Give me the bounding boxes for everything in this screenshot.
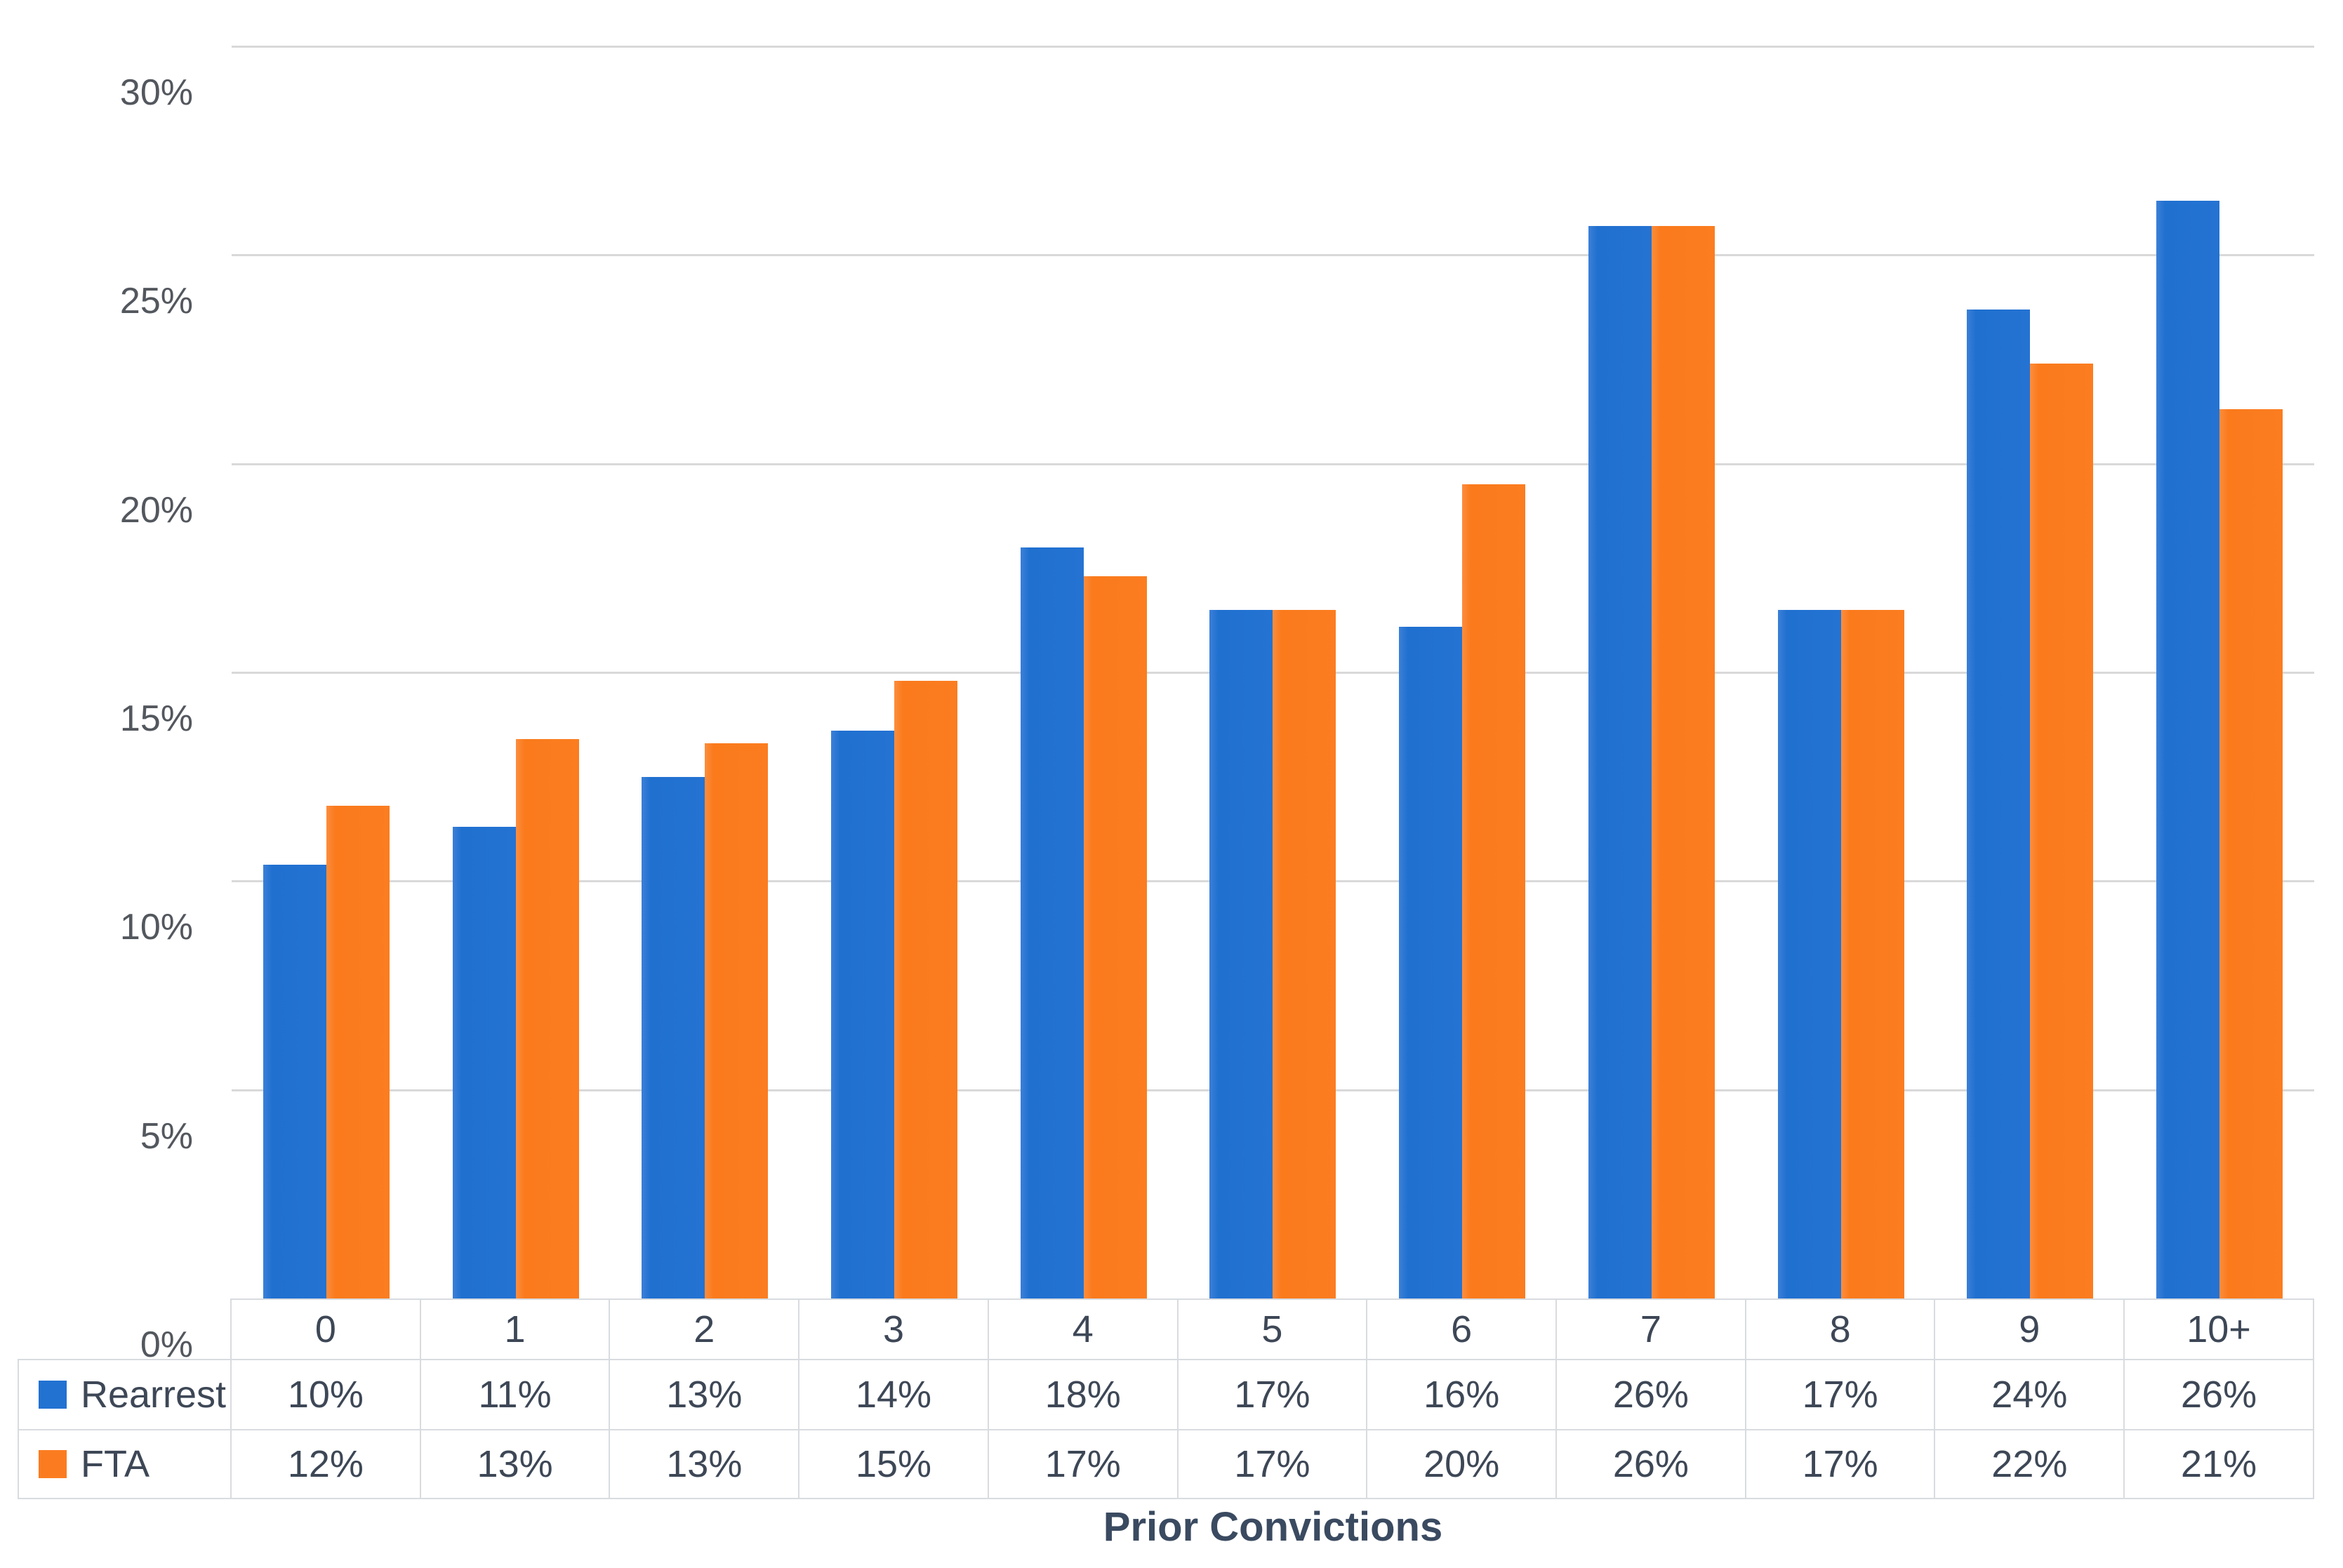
table-value-fta-7: 26% xyxy=(1557,1429,1746,1499)
category-group-6 xyxy=(1367,46,1557,1298)
table-value-rearrest-0: 10% xyxy=(232,1359,421,1429)
bar-rearrest-4 xyxy=(1020,547,1084,1298)
table-value-rearrest-1: 11% xyxy=(420,1359,611,1429)
category-header-6: 6 xyxy=(1367,1298,1558,1359)
plot-area: 0% 5% 10% 15% 20% 25% 30% xyxy=(120,46,2314,1365)
category-header-3: 3 xyxy=(799,1298,989,1359)
category-group-0 xyxy=(232,46,421,1298)
category-header-5: 5 xyxy=(1178,1298,1368,1359)
table-corner-cell xyxy=(18,1298,232,1359)
category-group-5 xyxy=(1179,46,1368,1298)
bar-rearrest-7 xyxy=(1588,225,1652,1298)
category-group-1 xyxy=(421,46,611,1298)
bar-fta-10+ xyxy=(2219,409,2283,1298)
category-group-9 xyxy=(1936,46,2125,1298)
bar-rearrest-10+ xyxy=(2156,201,2220,1298)
bar-rearrest-1 xyxy=(452,827,516,1298)
data-table: 0 1 2 3 4 5 6 7 8 9 10+ Rearrest 10% 11% 13% 14% 18% 17% 1… xyxy=(18,1298,2314,1499)
table-value-rearrest-4: 18% xyxy=(988,1359,1179,1429)
bar-fta-1 xyxy=(515,739,579,1298)
table-value-rearrest-9: 24% xyxy=(1935,1359,2125,1429)
legend-swatch-fta xyxy=(39,1450,67,1478)
y-tick-label-15: 15% xyxy=(119,698,193,739)
category-header-0: 0 xyxy=(232,1298,421,1359)
table-value-rearrest-10+: 26% xyxy=(2125,1359,2314,1429)
bar-rearrest-0 xyxy=(263,864,326,1298)
category-header-10+: 10+ xyxy=(2125,1298,2314,1359)
category-group-2 xyxy=(610,46,799,1298)
table-value-rearrest-5: 17% xyxy=(1178,1359,1368,1429)
y-tick-label-25: 25% xyxy=(119,281,193,322)
bar-fta-8 xyxy=(1840,609,1904,1298)
legend-swatch-rearrest xyxy=(39,1381,67,1409)
category-header-4: 4 xyxy=(988,1298,1179,1359)
table-value-fta-8: 17% xyxy=(1746,1429,1936,1499)
table-value-rearrest-6: 16% xyxy=(1367,1359,1558,1429)
y-tick-label-5: 5% xyxy=(140,1115,193,1157)
table-value-rearrest-3: 14% xyxy=(799,1359,989,1429)
x-axis-title: Prior Convictions xyxy=(1103,1504,1443,1550)
bar-fta-2 xyxy=(705,743,769,1298)
table-value-rearrest-2: 13% xyxy=(610,1359,800,1429)
category-group-4 xyxy=(989,46,1179,1298)
category-header-7: 7 xyxy=(1557,1298,1746,1359)
table-value-fta-2: 13% xyxy=(610,1429,800,1499)
table-value-rearrest-8: 17% xyxy=(1746,1359,1936,1429)
category-header-8: 8 xyxy=(1746,1298,1936,1359)
category-group-8 xyxy=(1746,46,1936,1298)
bar-fta-4 xyxy=(1083,576,1147,1298)
bar-rearrest-9 xyxy=(1967,309,2031,1298)
y-tick-label-30: 30% xyxy=(119,72,193,113)
table-value-fta-3: 15% xyxy=(799,1429,989,1499)
category-group-7 xyxy=(1557,46,1746,1298)
table-value-fta-0: 12% xyxy=(232,1429,421,1499)
category-header-1: 1 xyxy=(420,1298,611,1359)
bar-fta-7 xyxy=(1651,225,1715,1298)
bar-rearrest-8 xyxy=(1777,609,1841,1298)
bar-rearrest-6 xyxy=(1399,626,1463,1298)
bar-fta-0 xyxy=(326,806,390,1298)
table-value-fta-1: 13% xyxy=(420,1429,611,1499)
bar-rearrest-2 xyxy=(642,776,705,1298)
table-value-fta-6: 20% xyxy=(1367,1429,1558,1499)
legend-label-rearrest: Rearrest xyxy=(81,1374,227,1416)
gridline-20 xyxy=(232,463,2314,465)
bar-fta-5 xyxy=(1273,609,1336,1298)
gridline-25 xyxy=(232,254,2314,257)
y-tick-label-10: 10% xyxy=(119,907,193,948)
category-header-9: 9 xyxy=(1935,1298,2125,1359)
table-value-fta-9: 22% xyxy=(1935,1429,2125,1499)
y-tick-label-0: 0% xyxy=(140,1324,193,1365)
table-value-rearrest-7: 26% xyxy=(1557,1359,1746,1429)
bar-rearrest-5 xyxy=(1209,609,1273,1298)
gridline-30 xyxy=(232,46,2314,48)
table-value-fta-10+: 21% xyxy=(2125,1429,2314,1499)
legend-cell-fta: FTA xyxy=(18,1429,232,1499)
category-group-10+ xyxy=(2125,46,2314,1298)
bar-fta-9 xyxy=(2030,363,2094,1298)
legend-label-fta: FTA xyxy=(81,1443,150,1485)
legend-cell-rearrest: Rearrest xyxy=(18,1359,232,1429)
bar-fta-3 xyxy=(894,680,958,1298)
category-group-3 xyxy=(799,46,989,1298)
y-tick-label-20: 20% xyxy=(119,489,193,531)
table-value-fta-5: 17% xyxy=(1178,1429,1368,1499)
bar-fta-6 xyxy=(1462,484,1526,1298)
bar-rearrest-3 xyxy=(831,731,895,1298)
category-header-2: 2 xyxy=(610,1298,800,1359)
table-value-fta-4: 17% xyxy=(988,1429,1179,1499)
